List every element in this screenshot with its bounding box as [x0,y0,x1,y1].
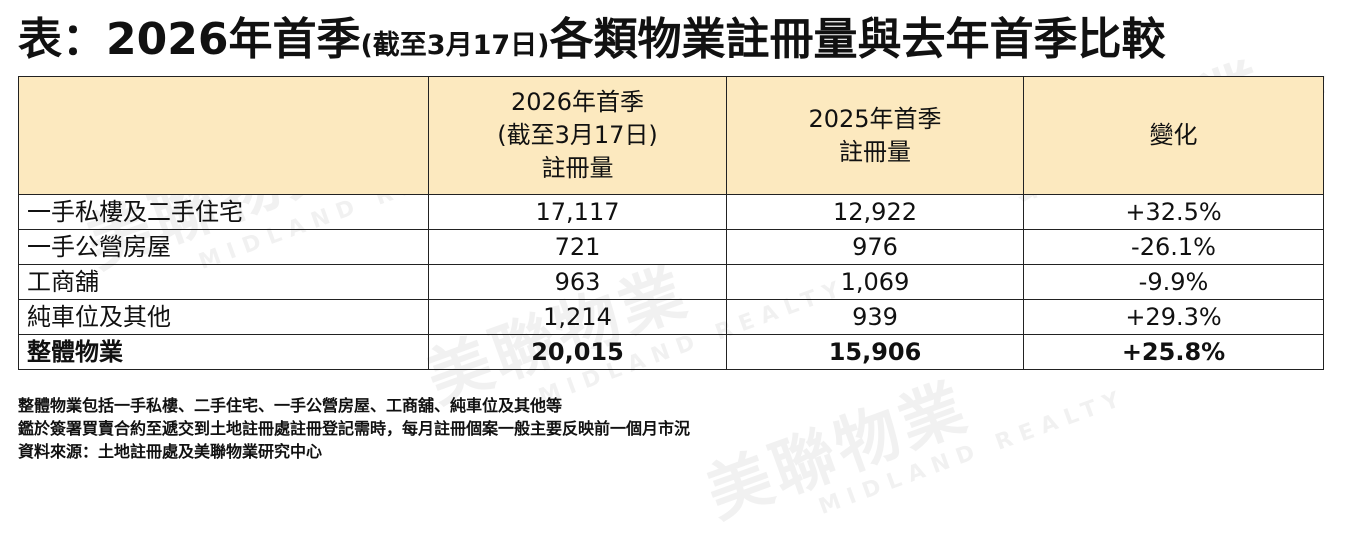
table-row-total: 整體物業 20,015 15,906 +25.8% [18,334,1324,370]
table-header-row: 2026年首季 (截至3月17日) 註冊量 2025年首季 註冊量 變化 [18,76,1324,195]
watermark-logo: 美聯物業 [697,370,979,533]
row-2025-value: 1,069 [726,264,1024,300]
row-change: +25.8% [1023,334,1324,370]
registration-table: 2026年首季 (截至3月17日) 註冊量 2025年首季 註冊量 變化 一手私… [18,76,1324,370]
row-category: 一手公營房屋 [18,229,429,265]
footnotes: 整體物業包括一手私樓、二手住宅、一手公營房屋、工商舖、純車位及其他等 鑑於簽署買… [18,394,690,463]
row-2026-value: 1,214 [428,299,727,335]
row-2025-value: 15,906 [726,334,1024,370]
row-change: -26.1% [1023,229,1324,265]
watermark-logo-en: MIDLAND REALTY [815,384,1131,521]
header-category [18,76,429,195]
row-category: 一手私樓及二手住宅 [18,194,429,230]
row-2026-value: 963 [428,264,727,300]
row-2025-value: 976 [726,229,1024,265]
row-category: 整體物業 [18,334,429,370]
row-2025-value: 12,922 [726,194,1024,230]
row-category: 純車位及其他 [18,299,429,335]
row-change: +29.3% [1023,299,1324,335]
title-main-a: 表：2026年首季 [18,14,361,65]
row-2025-value: 939 [726,299,1024,335]
row-change: -9.9% [1023,264,1324,300]
table-row: 一手公營房屋 721 976 -26.1% [18,229,1324,265]
table-row: 純車位及其他 1,214 939 +29.3% [18,299,1324,335]
footnote-lag: 鑑於簽署買賣合約至遞交到土地註冊處註冊登記需時，每月註冊個案一般主要反映前一個月… [18,419,691,438]
header-2026-registrations: 2026年首季 (截至3月17日) 註冊量 [428,76,727,195]
header-change: 變化 [1023,76,1324,195]
title-paren: (截至3月17日) [360,30,550,61]
header-2025-registrations: 2025年首季 註冊量 [726,76,1024,195]
row-change: +32.5% [1023,194,1324,230]
row-category: 工商舖 [18,264,429,300]
title-main-b: 各類物業註冊量與去年首季比較 [549,14,1166,65]
row-2026-value: 17,117 [428,194,727,230]
row-2026-value: 721 [428,229,727,265]
table-row: 工商舖 963 1,069 -9.9% [18,264,1324,300]
table-row: 一手私樓及二手住宅 17,117 12,922 +32.5% [18,194,1324,230]
footnote-source: 資料來源：土地註冊處及美聯物業研究中心 [18,442,323,461]
footnote-scope: 整體物業包括一手私樓、二手住宅、一手公營房屋、工商舖、純車位及其他等 [18,396,563,415]
page-title: 表：2026年首季 (截至3月17日) 各類物業註冊量與去年首季比較 [18,8,1166,72]
row-2026-value: 20,015 [428,334,727,370]
